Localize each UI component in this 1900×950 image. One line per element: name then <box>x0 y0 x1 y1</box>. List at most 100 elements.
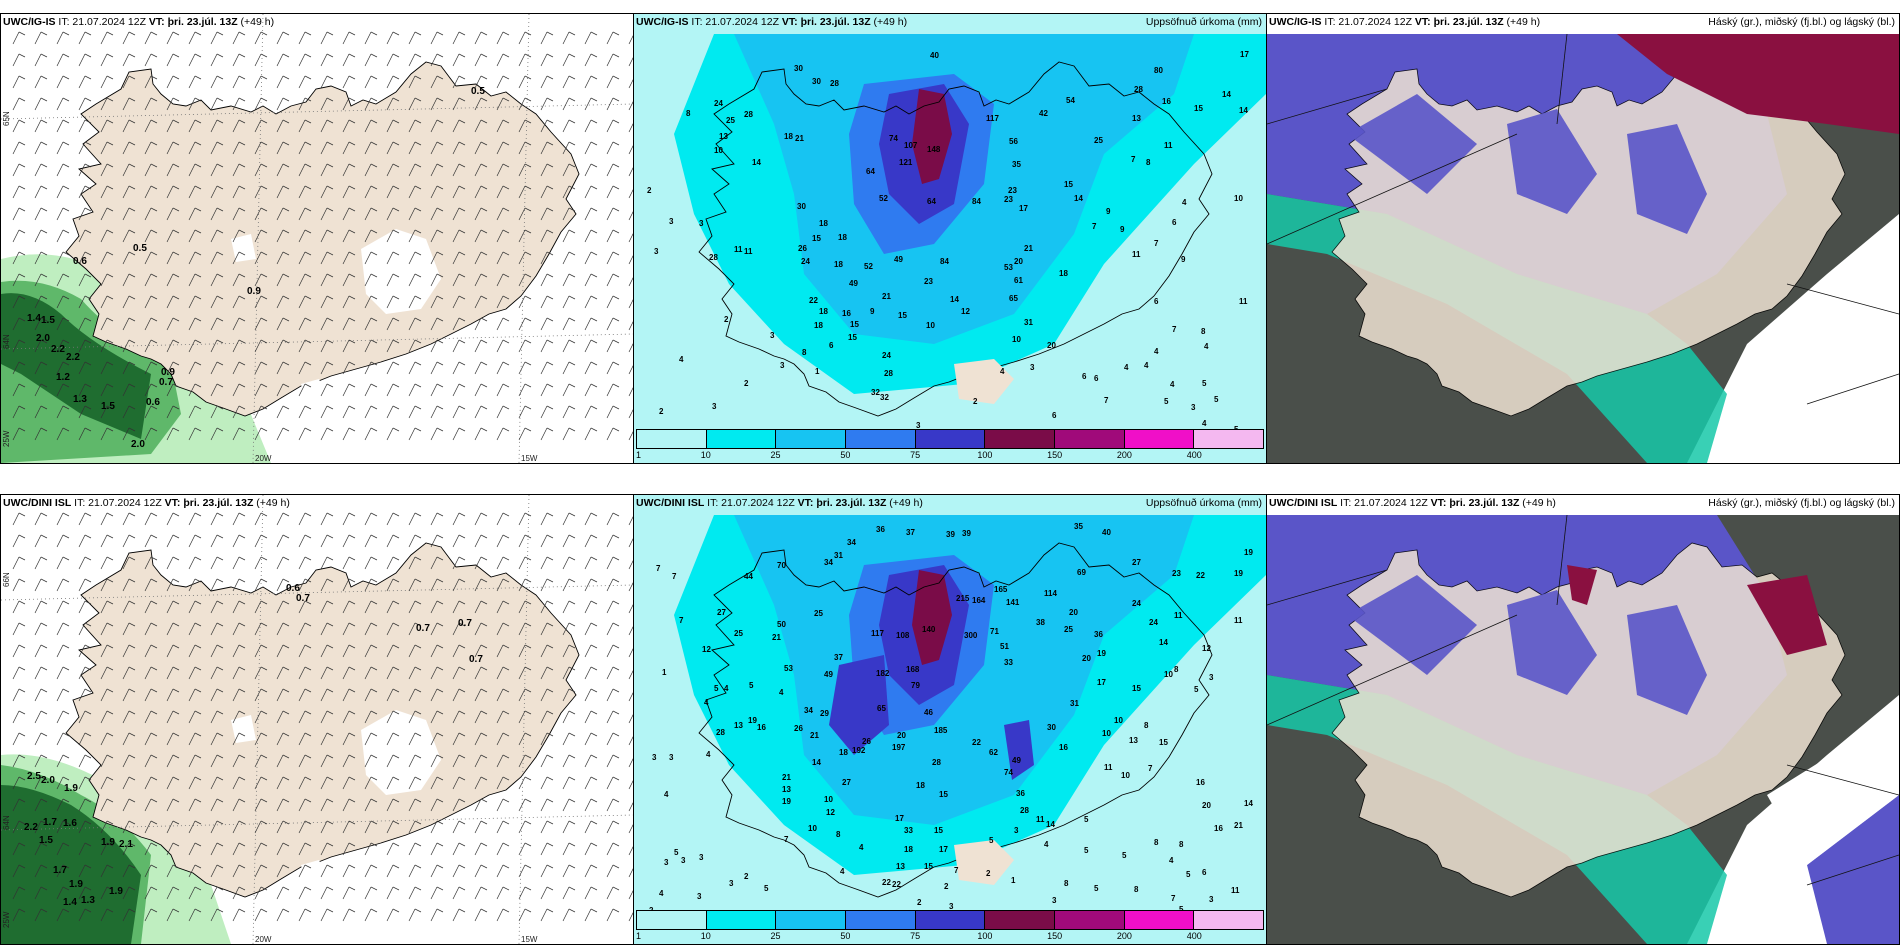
precip-value: 9 <box>870 307 875 316</box>
precip-value: 22 <box>892 880 901 889</box>
precip-value: 64 <box>866 167 875 176</box>
wind-gust-value: 1.5 <box>101 401 115 412</box>
precip-value: 19 <box>1244 548 1253 557</box>
precip-value: 20 <box>1069 608 1078 617</box>
precip-value: 84 <box>972 197 981 206</box>
precip-value: 13 <box>1132 114 1141 123</box>
precip-value: 22 <box>809 296 818 305</box>
precip-value: 10 <box>824 795 833 804</box>
precip-value: 4 <box>664 790 669 799</box>
precip-value: 5 <box>764 884 769 893</box>
precip-value: 37 <box>834 653 843 662</box>
precip-value: 24 <box>801 257 810 266</box>
precip-value: 14 <box>1159 638 1168 647</box>
lat-label: 64N <box>2 334 11 349</box>
precip-value: 15 <box>939 790 948 799</box>
precip-value: 12 <box>826 808 835 817</box>
precip-value: 21 <box>795 134 804 143</box>
wind-gust-value: 2.5 <box>27 771 41 782</box>
precip-value: 17 <box>939 845 948 854</box>
precip-value: 18 <box>784 132 793 141</box>
precip-value: 65 <box>877 704 886 713</box>
precip-value: 20 <box>1047 341 1056 350</box>
legend-tick-label: 25 <box>770 450 781 460</box>
precip-value: 14 <box>950 295 959 304</box>
precip-value: 62 <box>989 748 998 757</box>
precip-value: 18 <box>916 781 925 790</box>
precip-value: 80 <box>1154 66 1163 75</box>
precip-value: 10 <box>1121 771 1130 780</box>
wind-gust-value: 1.9 <box>101 837 115 848</box>
legend-tick-label: 200 <box>1116 450 1132 460</box>
precip-value: 3 <box>664 858 669 867</box>
wind-gust-value: 0.7 <box>416 623 430 634</box>
wind-gust-value: 1.7 <box>53 865 67 876</box>
legend-tick-label: 50 <box>840 931 851 941</box>
precip-value: 10 <box>1012 335 1021 344</box>
precip-value: 14 <box>1222 90 1231 99</box>
precip-value: 300 <box>964 631 978 640</box>
precip-value: 49 <box>824 670 833 679</box>
precip-value: 30 <box>1047 723 1056 732</box>
wind-gust-value: 1.7 <box>43 817 57 828</box>
legend-tick-label: 400 <box>1186 931 1202 941</box>
precip-value: 2 <box>744 872 749 881</box>
precip-value: 18 <box>839 748 848 757</box>
precip-value: 16 <box>1162 97 1171 106</box>
precip-value: 11 <box>1104 763 1113 772</box>
precip-value: 20 <box>1014 257 1023 266</box>
precip-value: 13 <box>1129 736 1138 745</box>
precip-value: 46 <box>924 708 933 717</box>
precip-value: 2 <box>944 882 949 891</box>
lat-label: 65N <box>2 111 11 126</box>
precip-value: 2 <box>744 379 749 388</box>
precip-value: 182 <box>876 669 890 678</box>
precip-value: 5 <box>1179 905 1184 914</box>
precip-value: 140 <box>922 625 936 634</box>
precip-value: 2 <box>973 397 978 406</box>
precip-value: 4 <box>1170 380 1175 389</box>
precip-value: 18 <box>834 260 843 269</box>
precip-value: 16 <box>842 309 851 318</box>
precip-value: 197 <box>892 743 906 752</box>
panel-header: UWC/DINI ISL IT: 21.07.2024 12Z VT: þri.… <box>636 497 923 509</box>
wind-gust-value: 0.9 <box>247 286 261 297</box>
wind-gust-value: 0.5 <box>133 243 147 254</box>
precip-value: 18 <box>904 845 913 854</box>
precip-value: 19 <box>1234 569 1243 578</box>
precip-value: 7 <box>1104 396 1109 405</box>
precip-value: 3 <box>770 331 775 340</box>
legend-tick-label: 10 <box>700 931 711 941</box>
lon-label: 20W <box>255 454 272 463</box>
precip-value: 3 <box>712 402 717 411</box>
precip-value: 11 <box>1231 886 1240 895</box>
precip-value: 7 <box>784 835 789 844</box>
precip-value: 3 <box>1052 896 1057 905</box>
cloud-map-canvas <box>1267 495 1899 944</box>
precip-value: 2 <box>647 186 652 195</box>
precip-value: 22 <box>1196 571 1205 580</box>
precip-value: 6 <box>1094 374 1099 383</box>
precip-value: 16 <box>1214 824 1223 833</box>
precip-value: 6 <box>1202 868 1207 877</box>
precip-value: 53 <box>1004 263 1013 272</box>
precip-value: 52 <box>864 262 873 271</box>
legend-tick-label: 25 <box>770 931 781 941</box>
precip-value: 19 <box>782 797 791 806</box>
precip-value: 31 <box>834 551 843 560</box>
precip-value: 33 <box>904 826 913 835</box>
precip-value: 14 <box>752 158 761 167</box>
precip-value: 61 <box>1014 276 1023 285</box>
precip-value: 3 <box>1191 403 1196 412</box>
precip-value: 13 <box>896 862 905 871</box>
precip-value: 8 <box>1154 838 1159 847</box>
precip-value: 32 <box>880 393 889 402</box>
precip-value: 141 <box>1006 598 1020 607</box>
precip-value: 7 <box>672 572 677 581</box>
precip-value: 15 <box>1132 684 1141 693</box>
precip-value: 28 <box>744 110 753 119</box>
precip-value: 117 <box>871 629 884 638</box>
precip-value: 21 <box>810 731 819 740</box>
panel-header: UWC/DINI ISL IT: 21.07.2024 12Z VT: þri.… <box>1269 497 1556 509</box>
panel-header: UWC/IG-IS IT: 21.07.2024 12Z VT: þri. 23… <box>3 16 275 28</box>
